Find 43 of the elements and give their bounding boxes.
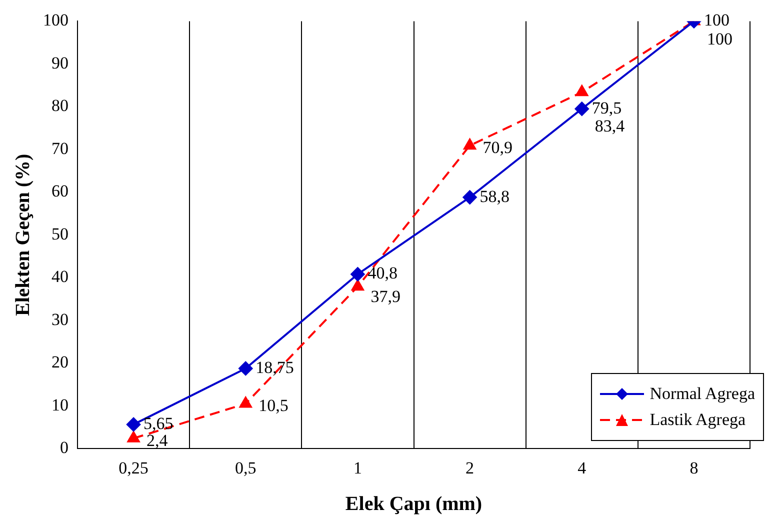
legend-label: Normal Agrega <box>650 384 755 404</box>
y-tick-label: 80 <box>52 96 68 116</box>
point <box>350 267 365 282</box>
point <box>464 138 476 150</box>
y-tick-label: 10 <box>52 395 68 414</box>
point <box>126 417 141 432</box>
y-tick-label: 90 <box>52 53 68 72</box>
x-tick-label: 8 <box>690 458 698 478</box>
x-tick-label: 4 <box>578 458 587 478</box>
y-tick-label: 70 <box>52 138 68 158</box>
data-label: 58,8 <box>480 186 510 206</box>
x-tick-label: 0,25 <box>118 458 148 478</box>
data-label: 5,65 <box>144 414 174 433</box>
point <box>352 280 364 291</box>
y-tick-label: 20 <box>52 352 68 372</box>
point <box>238 361 253 376</box>
point <box>462 190 477 204</box>
x-tick-label: 1 <box>353 458 362 478</box>
data-label: 2,4 <box>146 430 168 450</box>
legend-label: Lastik Agrega <box>650 410 746 430</box>
data-label: 10,5 <box>258 396 288 416</box>
x-tick-label: 0,5 <box>235 458 256 478</box>
data-label: 40,8 <box>368 264 398 283</box>
y-tick-label: 30 <box>52 310 68 329</box>
data-label: 70,9 <box>482 138 513 158</box>
y-tick-label: 40 <box>52 267 68 286</box>
data-label: 79,5 <box>592 98 622 118</box>
y-tick-label: 60 <box>52 182 68 201</box>
data-label: 100 <box>704 10 730 30</box>
x-axis-title: Elek Çapı (mm) <box>345 493 482 516</box>
point <box>576 85 588 96</box>
x-tick-label: 2 <box>466 458 474 478</box>
point <box>127 431 140 442</box>
data-label: 83,4 <box>594 116 626 136</box>
y-axis-title: Elekten Geçen (%) <box>12 154 34 316</box>
data-label: 100 <box>706 30 732 49</box>
data-label: 18,75 <box>256 358 294 377</box>
y-tick-label: 50 <box>52 224 68 244</box>
point <box>239 396 252 408</box>
y-tick-label: 100 <box>43 10 68 30</box>
y-tick-label: 0 <box>60 438 68 458</box>
point <box>574 102 589 116</box>
data-label: 37,9 <box>370 287 400 306</box>
